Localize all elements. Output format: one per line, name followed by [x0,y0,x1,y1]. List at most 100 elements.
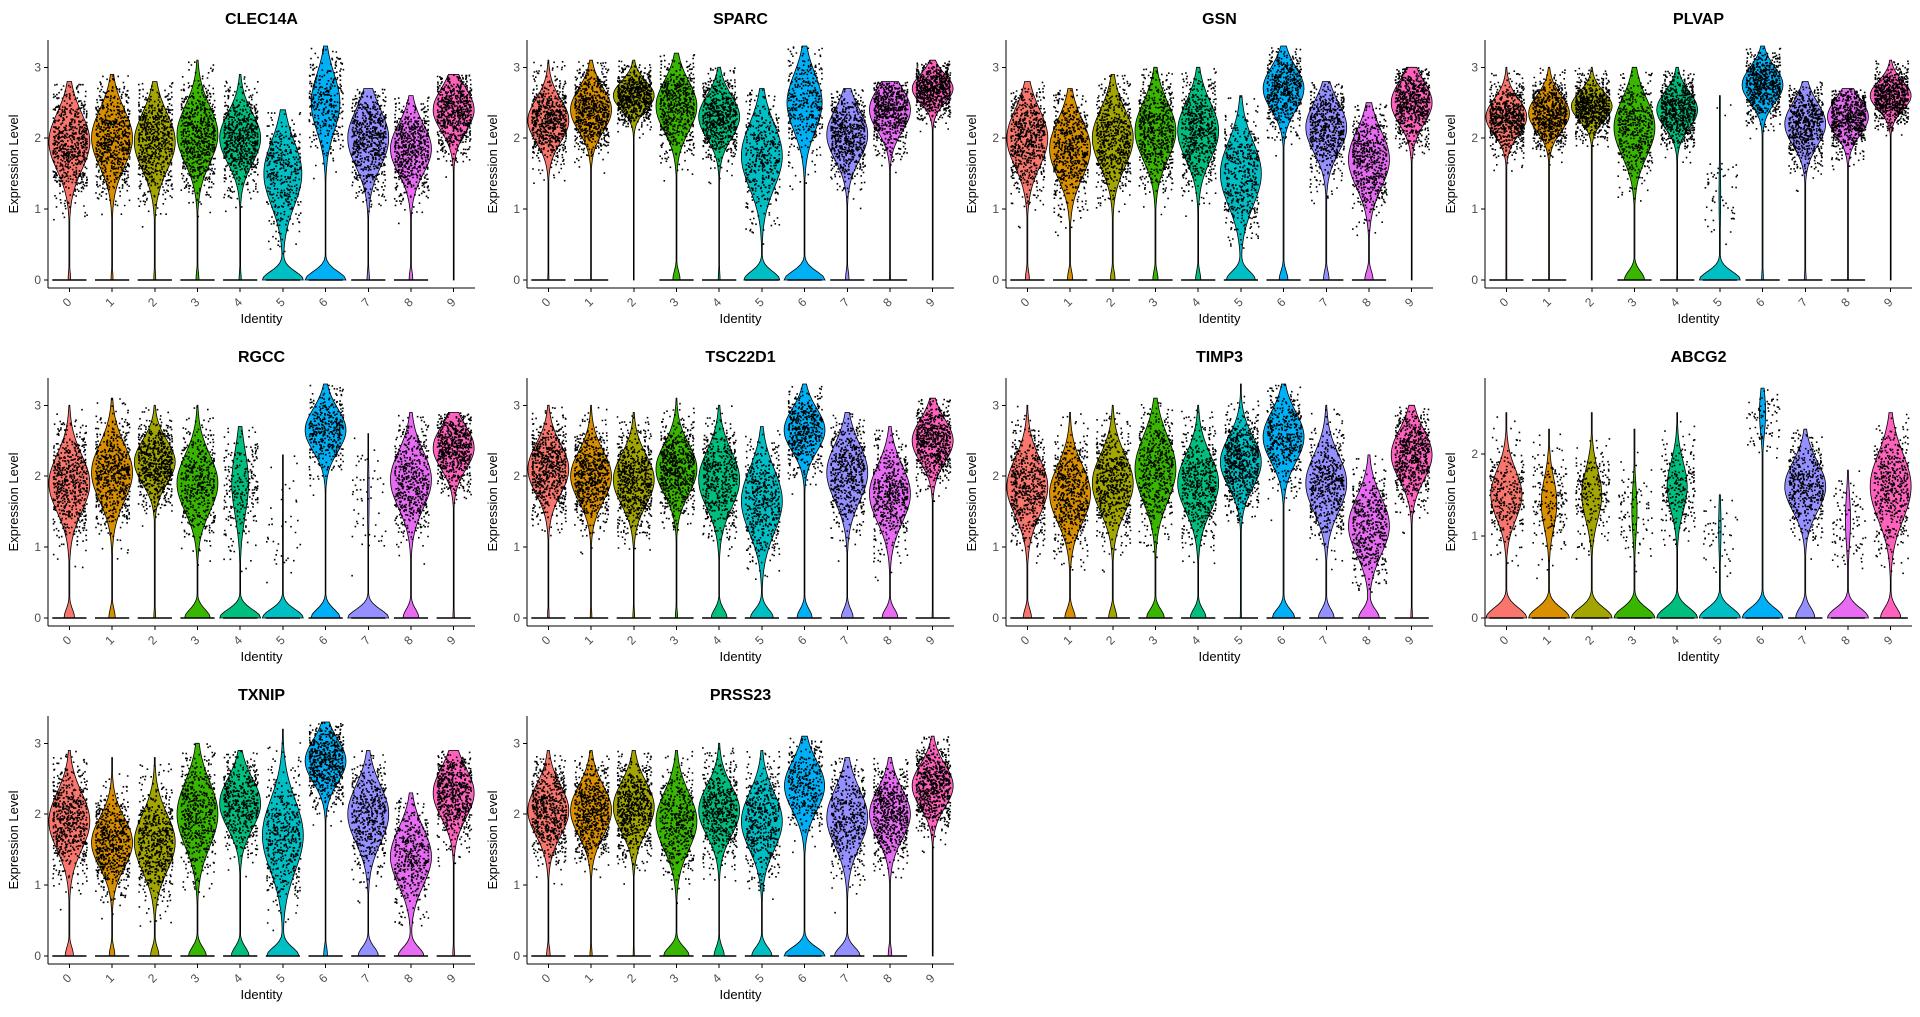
violin-timp3-7 [1305,404,1348,619]
points-tsc22d1-0 [531,406,567,619]
points-txnip-3 [180,743,217,957]
x-tick-label: 4 [1188,295,1203,310]
x-tick-label: 1 [102,295,117,310]
x-tick-label: 4 [1188,633,1203,648]
y-tick-label: 2 [1471,447,1478,461]
x-tick-label: 1 [581,633,596,648]
x-tick-label: 5 [273,633,288,648]
points-gsn-5 [1223,96,1260,281]
points-timp3-8 [1351,455,1388,619]
x-tick-label: 1 [1060,633,1075,648]
violin-clec14a-5 [261,109,304,281]
y-axis-label: Expression Level [485,452,500,551]
x-tick-label: 3 [667,295,682,310]
violin-prss23-3 [655,750,698,957]
y-tick-label: 2 [513,469,520,483]
points-timp3-3 [1138,402,1175,619]
x-tick-label: 5 [752,295,767,310]
violin-tsc22d1-8 [869,426,911,619]
x-tick-label: 8 [401,971,416,986]
points-abcg2-9 [1873,413,1910,619]
y-tick-label: 2 [1471,131,1478,145]
violin-txnip-3 [176,742,219,957]
points-plvap-7 [1788,81,1824,281]
x-tick-label: 6 [316,633,331,648]
x-tick-label: 8 [1838,633,1853,648]
x-axis-label: Identity [720,649,762,664]
points-clec14a-3 [180,61,217,281]
panel-prss23: PRSS23 0 1 2 3 4 5 6 7 8 9 0 1 2 3 Identity Expression L… [485,687,954,1002]
x-tick-label: 1 [581,971,596,986]
x-tick-label: 9 [1402,633,1417,648]
points-clec14a-6 [308,47,345,281]
x-tick-label: 8 [401,633,416,648]
x-tick-label: 4 [1667,633,1682,648]
points-abcg2-3 [1617,451,1654,619]
y-tick-label: 0 [513,273,520,287]
y-axis-label: Expression Level [485,114,500,213]
y-tick-label: 1 [992,540,999,554]
y-axis-label: Expression Level [6,114,21,213]
points-rgcc-3 [180,406,216,619]
points-tsc22d1-5 [744,430,781,619]
x-axis-label: Identity [720,987,762,1002]
x-tick-label: 6 [1753,295,1768,310]
x-tick-label: 1 [1539,633,1554,648]
x-tick-label: 0 [539,295,554,310]
panel-title: TXNIP [238,687,285,704]
y-tick-label: 2 [34,131,41,145]
x-axis-label: Identity [720,311,762,326]
violin-plvap-8 [1827,88,1869,281]
y-tick-label: 0 [34,611,41,625]
y-tick-label: 0 [1471,611,1478,625]
points-gsn-6 [1266,47,1303,281]
violin-abcg2-4 [1656,412,1699,619]
violin-sparc-2 [612,59,655,281]
y-tick-label: 2 [513,131,520,145]
y-tick-label: 3 [992,398,999,412]
points-gsn-0 [1010,81,1046,281]
points-timp3-7 [1309,408,1345,619]
y-tick-label: 0 [1471,273,1478,287]
points-gsn-7 [1309,82,1345,281]
x-tick-label: 7 [1796,295,1811,310]
x-tick-label: 5 [1710,295,1725,310]
x-axis-label: Identity [1678,311,1720,326]
y-tick-label: 1 [513,878,520,892]
x-tick-label: 7 [838,971,853,986]
points-timp3-1 [1053,413,1089,619]
x-tick-label: 9 [444,295,459,310]
points-plvap-2 [1574,67,1611,148]
y-tick-label: 2 [34,807,41,821]
points-timp3-9 [1394,406,1431,619]
x-tick-label: 7 [1317,295,1332,310]
violin-abcg2-3 [1613,428,1656,619]
x-axis-label: Identity [241,987,283,1002]
x-tick-label: 3 [188,295,203,310]
y-tick-label: 1 [1471,202,1478,216]
violin-abcg2-2 [1570,412,1613,619]
points-prss23-6 [787,737,824,957]
points-timp3-2 [1095,412,1132,619]
x-tick-label: 6 [795,633,810,648]
points-txnip-9 [436,750,473,957]
panel-title: SPARC [713,11,768,28]
violin-plvap-9 [1869,59,1912,281]
points-plvap-1 [1532,67,1568,281]
points-abcg2-6 [1745,389,1781,619]
points-prss23-8 [872,757,909,957]
violin-rgcc-1 [91,397,133,619]
points-plvap-8 [1830,88,1867,281]
points-clec14a-9 [436,74,473,178]
points-plvap-9 [1873,60,1910,137]
panel-abcg2: ABCG2 0 1 2 3 4 5 6 7 8 9 0 1 2 Identity Expression Lev… [1443,349,1912,664]
x-tick-label: 9 [444,971,459,986]
y-tick-label: 3 [992,60,999,74]
points-rgcc-4 [223,426,259,619]
points-timp3-5 [1223,395,1260,619]
panel-gsn: GSN 0 1 2 3 4 5 6 7 8 9 0 1 2 3 Identity Expression Leve… [964,11,1433,326]
x-tick-label: 2 [1103,633,1118,648]
violin-plvap-5 [1698,95,1741,281]
violin-plvap-7 [1784,81,1827,281]
